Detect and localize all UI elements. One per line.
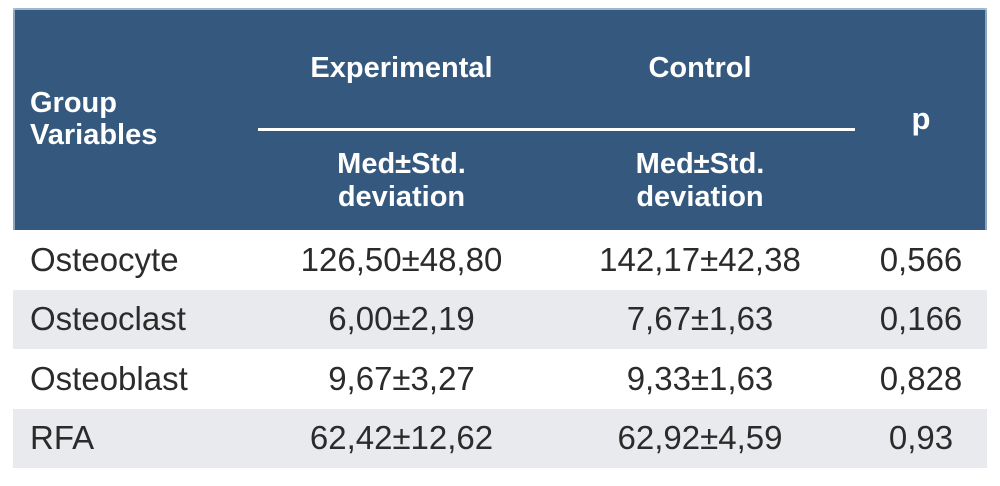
table-body: Osteocyte 126,50±48,80 142,17±42,38 0,56… bbox=[13, 230, 987, 468]
p-value: 0,93 bbox=[888, 419, 954, 457]
experimental-value: 126,50±48,80 bbox=[300, 240, 503, 278]
control-value: 62,92±4,59 bbox=[617, 419, 783, 457]
header-control-subheader: Med±Std. deviation bbox=[635, 148, 765, 213]
row-label: Osteoblast bbox=[30, 359, 188, 397]
header-p-value: p bbox=[911, 101, 931, 136]
table-row-osteocyte: Osteocyte 126,50±48,80 142,17±42,38 0,56… bbox=[13, 230, 987, 290]
row-label: Osteoclast bbox=[30, 300, 186, 338]
header-experimental-subheader: Med±Std. deviation bbox=[337, 148, 466, 213]
p-value: 0,566 bbox=[879, 240, 963, 278]
table-row-osteoblast: Osteoblast 9,67±3,27 9,33±1,63 0,828 bbox=[13, 349, 987, 409]
header-experimental: Experimental bbox=[258, 8, 545, 131]
p-value: 0,828 bbox=[879, 359, 963, 397]
experimental-value: 6,00±2,19 bbox=[328, 300, 475, 338]
table-header: Group Variables Experimental Control p M… bbox=[13, 8, 987, 230]
control-value: 142,17±42,38 bbox=[599, 240, 801, 278]
p-value: 0,166 bbox=[879, 300, 963, 338]
row-label: RFA bbox=[30, 419, 95, 457]
results-table: Group Variables Experimental Control p M… bbox=[13, 8, 987, 468]
control-value: 7,67±1,63 bbox=[626, 300, 774, 338]
control-value: 9,33±1,63 bbox=[626, 359, 774, 397]
experimental-value: 9,67±3,27 bbox=[328, 359, 475, 397]
header-control: Control bbox=[545, 8, 855, 131]
header-group-variables: Group Variables bbox=[30, 86, 158, 151]
row-label: Osteocyte bbox=[30, 240, 179, 278]
experimental-value: 62,42±12,62 bbox=[309, 419, 494, 457]
table-row-osteoclast: Osteoclast 6,00±2,19 7,67±1,63 0,166 bbox=[13, 289, 987, 349]
table-row-rfa: RFA 62,42±12,62 62,92±4,59 0,93 bbox=[13, 408, 987, 468]
